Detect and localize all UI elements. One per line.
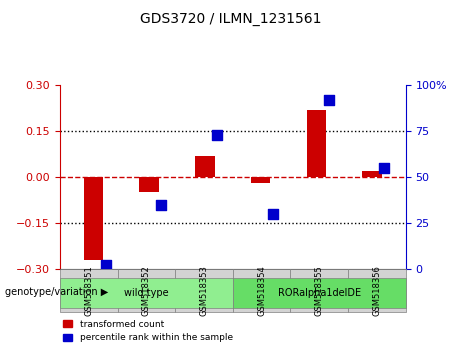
Point (269, 211, 277, 217)
Bar (195, 155, 215, 177)
Bar (83, 177, 103, 260)
Point (213, 132, 221, 137)
Text: GDS3720 / ILMN_1231561: GDS3720 / ILMN_1231561 (140, 12, 321, 27)
Text: GSM518354: GSM518354 (257, 265, 266, 316)
Text: wild type: wild type (124, 288, 169, 298)
Bar (362, 171, 382, 177)
Text: RORalpha1delDE: RORalpha1delDE (278, 288, 361, 298)
Point (158, 202, 165, 207)
Text: GSM518355: GSM518355 (315, 265, 324, 316)
Legend: transformed count, percentile rank within the sample: transformed count, percentile rank withi… (60, 316, 236, 346)
Bar (307, 109, 326, 177)
Point (381, 165, 388, 171)
Bar (139, 177, 159, 192)
Text: GSM518352: GSM518352 (142, 265, 151, 316)
Text: GSM518356: GSM518356 (372, 265, 381, 316)
Text: genotype/variation ▶: genotype/variation ▶ (5, 287, 108, 297)
Bar (251, 177, 271, 183)
Point (325, 97, 332, 103)
Text: GSM518351: GSM518351 (84, 265, 93, 316)
Text: GSM518353: GSM518353 (200, 265, 208, 316)
Point (102, 263, 109, 268)
